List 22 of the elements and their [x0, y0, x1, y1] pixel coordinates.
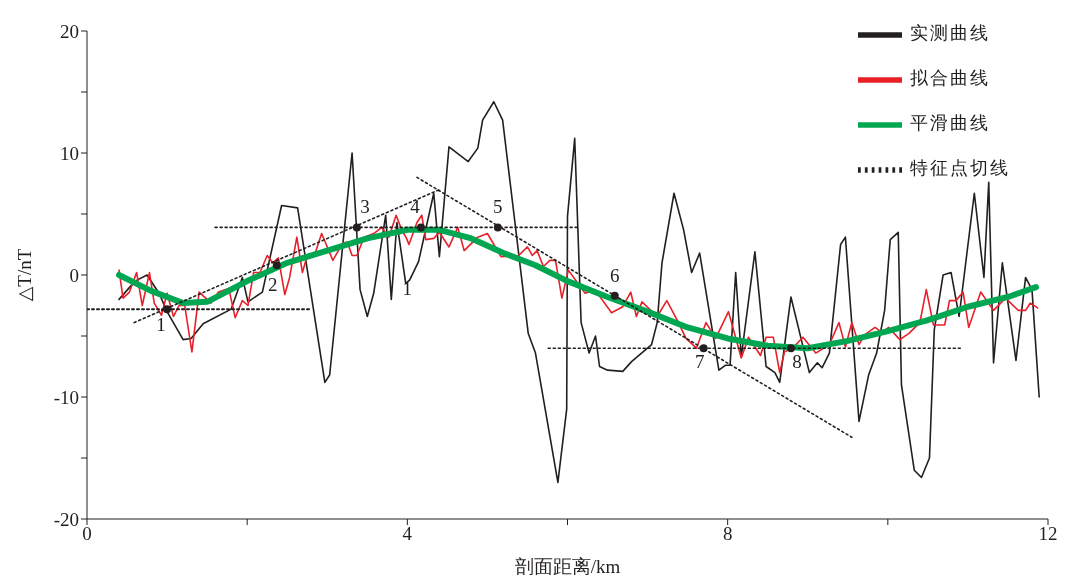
y-axis-title: △T/nT — [13, 248, 35, 302]
annotation: 8 — [792, 351, 802, 373]
legend-label: 平滑曲线 — [910, 112, 990, 133]
x-tick-label: 12 — [1038, 523, 1058, 545]
x-axis-title: 剖面距离/km — [514, 556, 621, 577]
annotation: 5 — [493, 196, 503, 218]
legend-label: 特征点切线 — [910, 157, 1010, 178]
y-tick-label: -20 — [53, 508, 79, 530]
annotation: 3 — [360, 196, 370, 218]
legend-label: 拟合曲线 — [910, 67, 990, 88]
y-tick-label: 0 — [69, 264, 79, 286]
annotation: 6 — [610, 264, 620, 286]
annotation: 1 — [156, 314, 166, 336]
x-tick-label: 4 — [402, 523, 413, 545]
y-tick-label: 20 — [60, 20, 79, 42]
annotation: 7 — [694, 351, 705, 373]
x-tick-label: 8 — [722, 523, 733, 545]
annotation: 2 — [268, 274, 278, 296]
legend-label: 实测曲线 — [910, 23, 990, 43]
y-tick-label: -10 — [53, 386, 79, 408]
y-tick-label: 10 — [60, 142, 79, 164]
annotation: 4 — [410, 196, 421, 218]
